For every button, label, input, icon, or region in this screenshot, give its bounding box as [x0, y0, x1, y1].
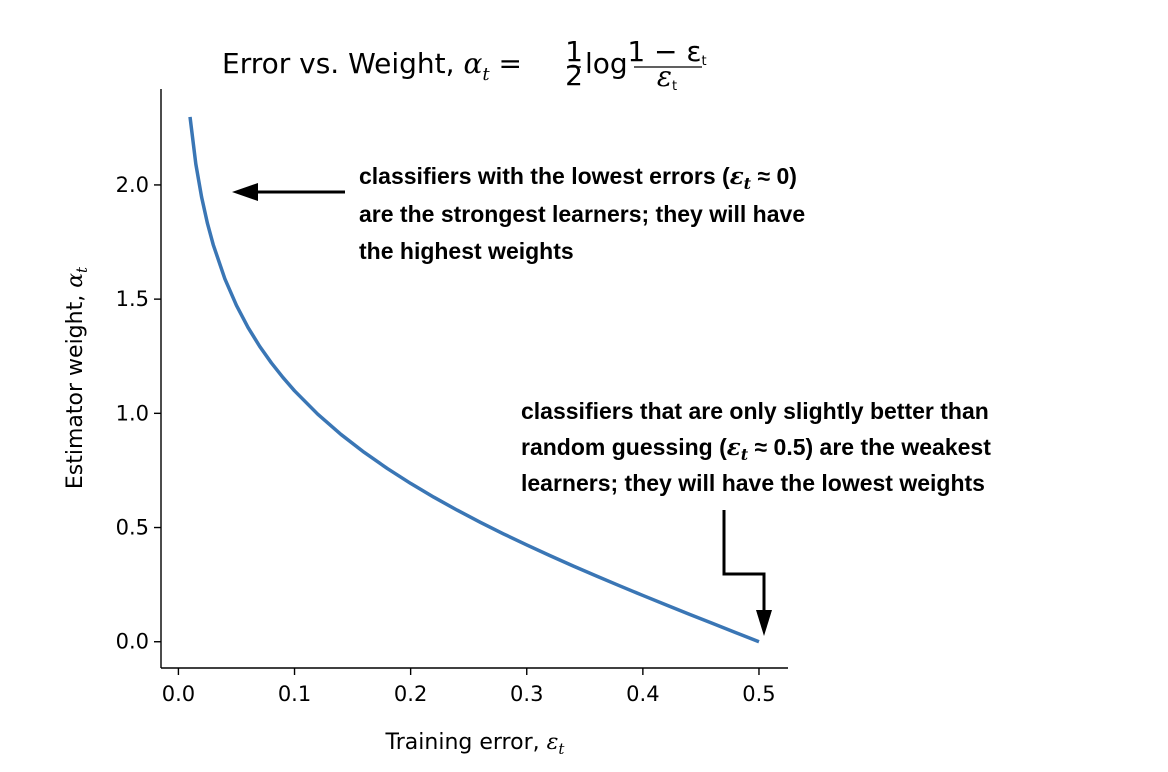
- annotation-1-line-1: classifiers with the lowest errors (εt ≈…: [359, 163, 797, 193]
- title-half-num: 1: [565, 35, 583, 68]
- y-ticks: 0.0 0.5 1.0 1.5 2.0: [116, 173, 161, 654]
- annotation-1-line-2: are the strongest learners; they will ha…: [359, 201, 805, 227]
- title-frac-den: εt: [657, 60, 677, 94]
- title-log: log: [585, 47, 628, 80]
- x-axis-label: Training error, εt: [385, 730, 566, 758]
- title-equals: =: [490, 47, 522, 80]
- x-tick-label: 0.1: [278, 682, 311, 706]
- y-tick-label: 0.0: [116, 630, 149, 654]
- title-alpha-sub: t: [482, 64, 490, 85]
- x-tick-label: 0.2: [394, 682, 427, 706]
- annotation-1-arrowhead: [232, 183, 258, 201]
- y-tick-label: 1.0: [116, 401, 149, 425]
- title-prefix: Error vs. Weight,: [222, 47, 463, 80]
- annotation-2-arrow-line: [722, 510, 766, 612]
- annotation-2-line-3: learners; they will have the lowest weig…: [521, 470, 985, 496]
- x-tick-label: 0.0: [162, 682, 195, 706]
- chart-title: Error vs. Weight, αt = 1 2 log 1 − εt εt: [222, 35, 707, 94]
- title-frac-num: 1 − εt: [627, 35, 706, 69]
- annotation-1-line-3: the highest weights: [359, 238, 574, 264]
- x-tick-label: 0.3: [510, 682, 543, 706]
- y-tick-label: 0.5: [116, 516, 149, 540]
- series-line: [188, 116, 760, 644]
- svg-text:Error vs. Weight, αt =: Error vs. Weight, αt =: [222, 47, 522, 85]
- annotation-2-line-1: classifiers that are only slightly bette…: [521, 398, 989, 424]
- x-tick-label: 0.4: [626, 682, 659, 706]
- annotation-2-line-2: random guessing (εt ≈ 0.5) are the weake…: [521, 434, 991, 464]
- annotation-lowest-error: classifiers with the lowest errors (εt ≈…: [232, 163, 805, 264]
- title-alpha: α: [463, 47, 482, 80]
- y-tick-label: 1.5: [116, 287, 149, 311]
- x-ticks: 0.0 0.1 0.2 0.3 0.4 0.5: [162, 668, 776, 706]
- annotation-random-guess: classifiers that are only slightly bette…: [521, 398, 991, 636]
- x-tick-label: 0.5: [742, 682, 775, 706]
- title-half-den: 2: [565, 59, 583, 92]
- y-tick-label: 2.0: [116, 173, 149, 197]
- annotation-2-arrowhead: [756, 610, 772, 636]
- y-axis-label: Estimator weight, αt: [63, 266, 91, 489]
